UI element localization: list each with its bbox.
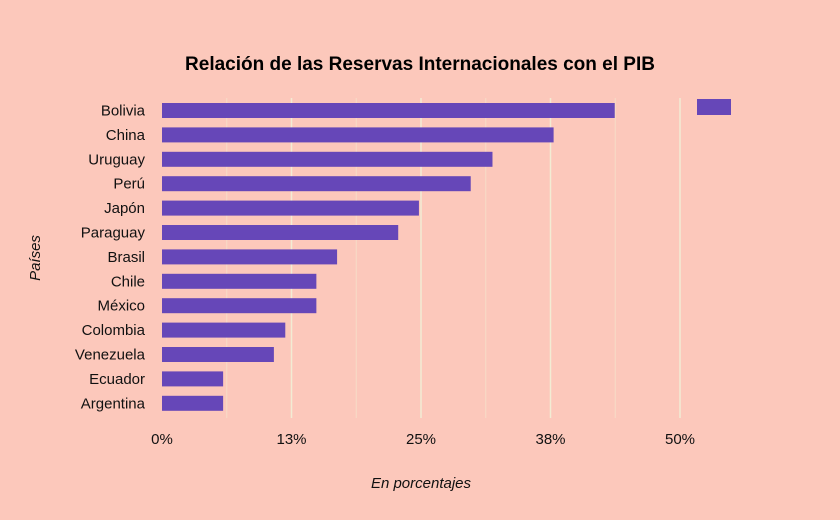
x-tick-label: 25% [406, 431, 436, 448]
bar-colombia [162, 322, 286, 338]
x-tick-label: 38% [535, 431, 565, 448]
legend-swatch [697, 99, 731, 115]
category-label: Venezuela [75, 347, 146, 364]
x-tick-labels: 0% 13% 25% 38% 50% [151, 431, 695, 448]
x-tick-label: 50% [665, 431, 695, 448]
category-label: México [97, 298, 145, 315]
category-label: Chile [111, 273, 145, 290]
x-tick-label: 13% [276, 431, 306, 448]
bar-méxico [162, 298, 317, 314]
bar-perú [162, 176, 471, 192]
x-tick-label: 0% [151, 431, 173, 448]
gridlines [226, 98, 681, 418]
x-axis-label: En porcentajes [371, 475, 472, 492]
category-label: Brasil [107, 249, 145, 266]
bar-uruguay [162, 151, 493, 167]
bar-brasil [162, 249, 338, 265]
category-label: Ecuador [89, 371, 145, 388]
category-label: Bolivia [101, 103, 146, 120]
bar-ecuador [162, 371, 224, 387]
category-label: China [106, 127, 146, 144]
chart-title: Relación de las Reservas Internacionales… [185, 54, 655, 75]
category-label: Argentina [81, 395, 146, 412]
y-axis-label: Países [27, 235, 44, 281]
bar-chile [162, 273, 317, 289]
category-labels: Bolivia China Uruguay Perú Japón Paraguay Bras… [75, 103, 146, 413]
legend [697, 99, 731, 115]
bar-venezuela [162, 347, 274, 362]
bars [162, 103, 615, 411]
bar-china [162, 127, 554, 143]
category-label: Uruguay [88, 151, 145, 168]
bar-bolivia [162, 103, 615, 118]
category-label: Colombia [82, 322, 146, 339]
bar-japón [162, 200, 419, 216]
bar-argentina [162, 395, 224, 411]
category-label: Paraguay [81, 225, 146, 242]
bar-paraguay [162, 225, 399, 240]
category-label: Perú [113, 176, 145, 193]
category-label: Japón [104, 200, 145, 217]
